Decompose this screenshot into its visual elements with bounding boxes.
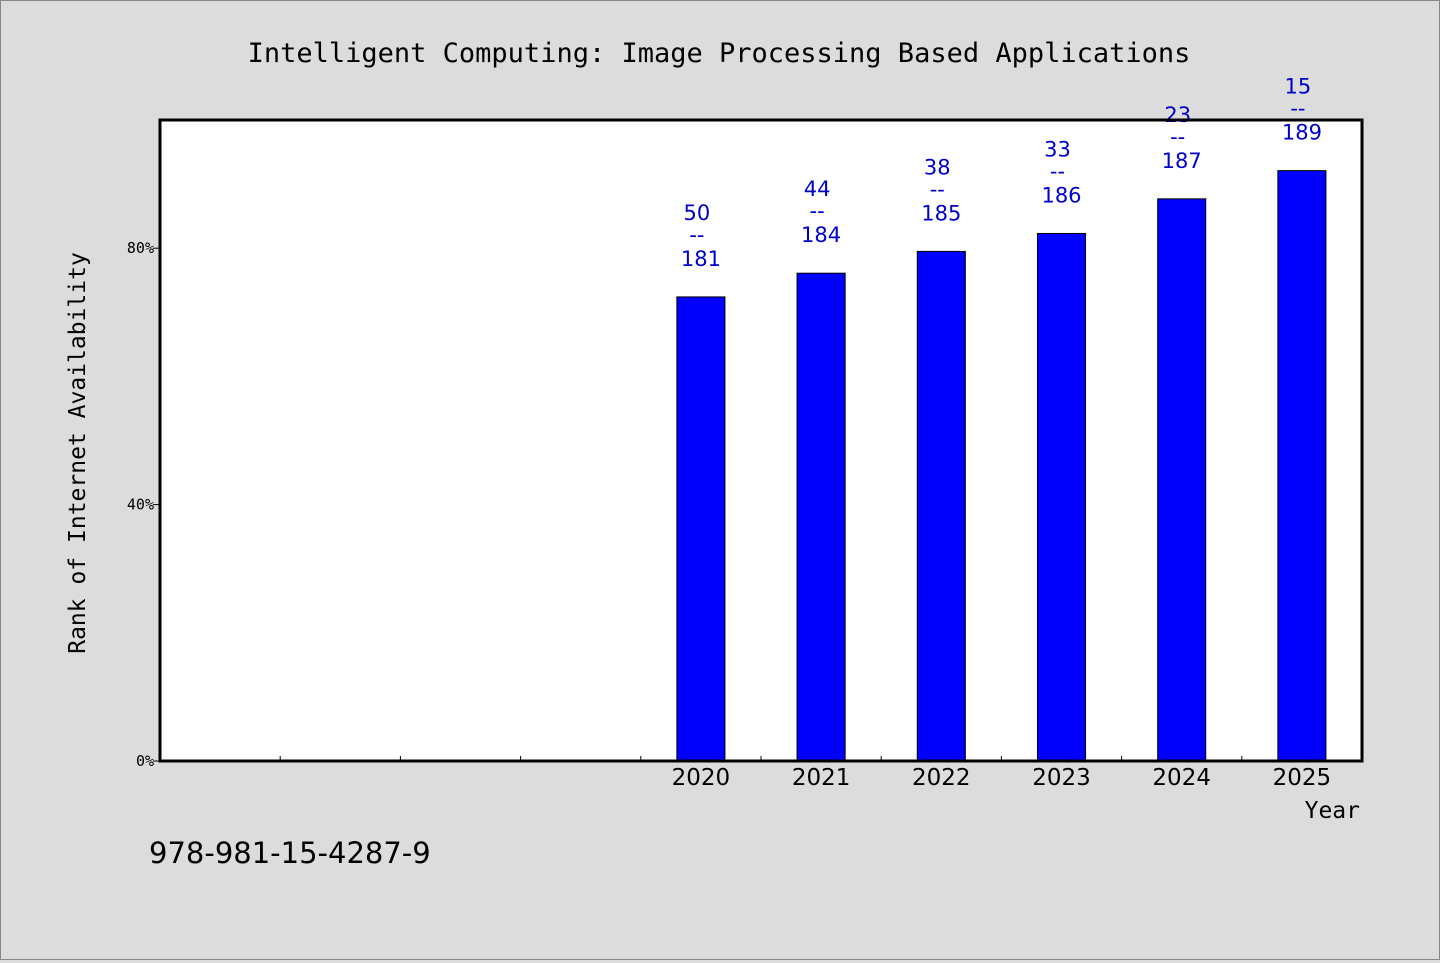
data-label-total-2024: 187 [1162,149,1202,173]
bar-2023 [1036,232,1087,762]
bar-2020 [676,296,726,762]
bar-2025 [1277,170,1327,762]
data-label-rank-2023: 33 [1044,137,1071,161]
data-label-separator-2021: -- [810,199,825,223]
data-label-total-2025: 189 [1282,121,1322,145]
data-label-rank-2022: 38 [924,155,951,179]
x-axis-ticks: 2020 2021 2022 2023 2024 2025 [279,756,1332,791]
bar-2021 [796,272,846,762]
bar-2022 [916,250,966,762]
data-label-total-2021: 184 [801,223,841,247]
bars-group [676,170,1327,762]
data-label-separator-2025: -- [1290,97,1305,121]
bar-2024 [1157,198,1207,762]
data-label-rank-2025: 15 [1285,75,1312,99]
y-tick-label: 0% [136,752,154,770]
x-axis-label: Year [1305,798,1360,824]
x-tick-label-2021: 2021 [792,765,851,791]
x-tick-label-2020: 2020 [672,765,731,791]
chart-title: Intelligent Computing: Image Processing … [248,38,1191,69]
x-tick-label-2023: 2023 [1032,765,1091,791]
data-label-rank-2024: 23 [1164,103,1191,127]
isbn-footer: 978-981-15-4287-9 [149,836,431,870]
y-axis-label: Rank of Internet Availability [65,252,91,654]
data-label-separator-2024: -- [1170,125,1185,149]
data-labels-group: 50--18144--18438--18533--18623--18715--1… [681,75,1322,271]
data-label-separator-2022: -- [930,177,945,201]
data-label-separator-2020: -- [689,223,704,247]
plot-frame [158,118,1364,763]
x-tick-label-2025: 2025 [1273,765,1332,791]
x-tick-label-2022: 2022 [912,765,971,791]
y-tick-label: 80% [127,239,154,257]
x-tick-label-2024: 2024 [1152,765,1211,791]
data-label-total-2023: 186 [1041,183,1081,207]
data-label-total-2020: 181 [681,247,721,271]
data-label-total-2022: 185 [921,201,961,225]
data-label-rank-2020: 50 [684,201,711,225]
data-label-separator-2023: -- [1050,159,1065,183]
data-label-rank-2021: 44 [804,177,831,201]
y-tick-label: 40% [127,496,154,514]
y-axis-ticks: 0% 40% 80% [127,239,160,770]
